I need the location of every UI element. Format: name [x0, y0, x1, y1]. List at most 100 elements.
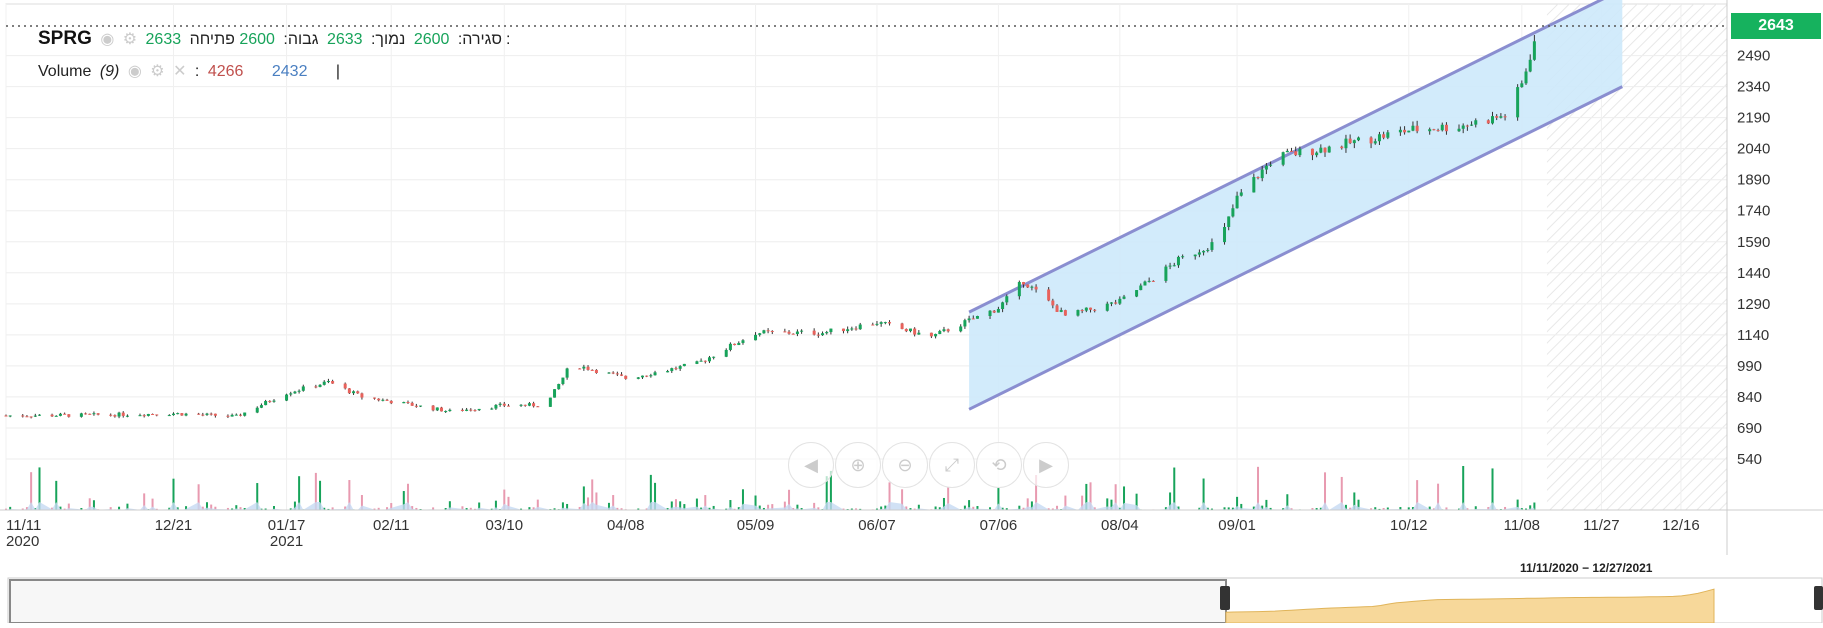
eye-icon[interactable]: ◉ [100, 31, 114, 48]
candle-body [293, 392, 296, 394]
y-tick-label: 1440 [1737, 265, 1770, 282]
candle-body [1357, 137, 1360, 140]
candle-body [1462, 126, 1465, 129]
candle-body [850, 328, 853, 329]
x-tick-label: 11/27 [1583, 517, 1619, 534]
gear-icon[interactable]: ⚙ [150, 63, 164, 80]
candle-body [645, 376, 648, 377]
candle-body [767, 330, 770, 331]
candle-body [1026, 284, 1029, 287]
candle-body [226, 416, 229, 417]
candle-body [256, 408, 259, 413]
candle-body [607, 373, 610, 374]
x-tick-sublabel: 2020 [6, 533, 39, 550]
candle-body [1169, 266, 1172, 267]
candle-body [118, 413, 121, 417]
eye-icon[interactable]: ◉ [128, 63, 142, 80]
candle-body [1114, 302, 1117, 303]
gear-icon[interactable]: ⚙ [123, 31, 137, 48]
candle-body [871, 325, 874, 326]
candle-body [440, 407, 443, 411]
close-icon[interactable]: ✕ [173, 63, 186, 80]
candle-body [1261, 170, 1264, 179]
candle-body [415, 406, 418, 407]
candle-body [109, 415, 112, 416]
candle-body [67, 414, 70, 417]
candle-body [239, 415, 242, 416]
candle-body [419, 406, 422, 407]
y-tick-label: 1290 [1737, 296, 1770, 313]
candle-body [185, 414, 188, 416]
candle-body [1143, 282, 1146, 286]
candle-body [80, 413, 83, 416]
candle-body [578, 368, 581, 369]
candle-body [235, 415, 238, 416]
candle-body [884, 322, 887, 323]
candle-body [1520, 83, 1523, 87]
candle-body [934, 334, 937, 336]
volume-label: Volume [38, 63, 91, 80]
zoom-out-icon[interactable]: ⊖ [882, 442, 928, 488]
candle-body [360, 393, 363, 397]
candle-body [507, 406, 510, 407]
candle-body [490, 409, 493, 410]
candle-body [1035, 287, 1038, 290]
candle-body [138, 415, 141, 416]
candle-body [494, 405, 497, 409]
candle-body [1315, 153, 1318, 156]
pan-right-icon[interactable]: ▶ [1023, 442, 1069, 488]
candle-body [1005, 296, 1008, 302]
candle-body [1491, 116, 1494, 123]
y-tick-label: 990 [1737, 358, 1762, 375]
volume-separator: : [195, 63, 199, 80]
candle-body [1282, 152, 1285, 165]
candle-body [1437, 130, 1440, 131]
close-value: 2633 [146, 31, 182, 48]
candle-body [411, 403, 414, 406]
pan-left-icon[interactable]: ◀ [788, 442, 834, 488]
candle-body [532, 403, 535, 406]
zoom-reset-icon[interactable]: ⟲ [976, 442, 1022, 488]
candle-body [1110, 302, 1113, 303]
x-tick-label: 11/11 [6, 517, 41, 534]
candle-body [624, 376, 627, 379]
candle-body [1428, 129, 1431, 131]
y-tick-label: 1590 [1737, 234, 1770, 251]
candle-body [5, 416, 8, 417]
candle-body [1060, 310, 1063, 312]
candle-body [168, 415, 171, 416]
candle-body [1499, 116, 1502, 118]
candle-body [1022, 282, 1025, 284]
candle-body [1399, 130, 1402, 132]
candle-body [591, 370, 594, 371]
candle-body [231, 415, 234, 417]
x-tick-label: 06/07 [858, 517, 896, 534]
candle-body [733, 344, 736, 345]
candle-body [959, 326, 962, 331]
candle-body [432, 406, 435, 411]
candle-body [1148, 281, 1151, 282]
candle-body [1001, 302, 1004, 309]
zoom-range-icon[interactable]: ⤢ [929, 442, 975, 488]
candle-body [381, 400, 384, 401]
high-value: 2633 [327, 31, 363, 48]
candle-body [1324, 148, 1327, 153]
candle-body [1240, 192, 1243, 195]
candle-body [553, 389, 556, 397]
candle-body [1533, 41, 1536, 59]
x-tick-label: 04/08 [607, 517, 645, 534]
candle-body [963, 320, 966, 326]
zoom-in-icon[interactable]: ⊕ [835, 442, 881, 488]
candle-body [1466, 126, 1469, 127]
candle-body [620, 374, 623, 375]
candle-body [122, 413, 125, 416]
candle-body [113, 415, 116, 416]
candle-body [1411, 126, 1414, 131]
candle-body [172, 414, 175, 415]
candle-body [323, 382, 326, 385]
volume-period: (9) [100, 63, 120, 80]
last-price-value: 2643 [1758, 17, 1794, 34]
open-value: 2600 [239, 31, 275, 48]
candle-body [666, 371, 669, 372]
candle-body [1118, 299, 1121, 304]
